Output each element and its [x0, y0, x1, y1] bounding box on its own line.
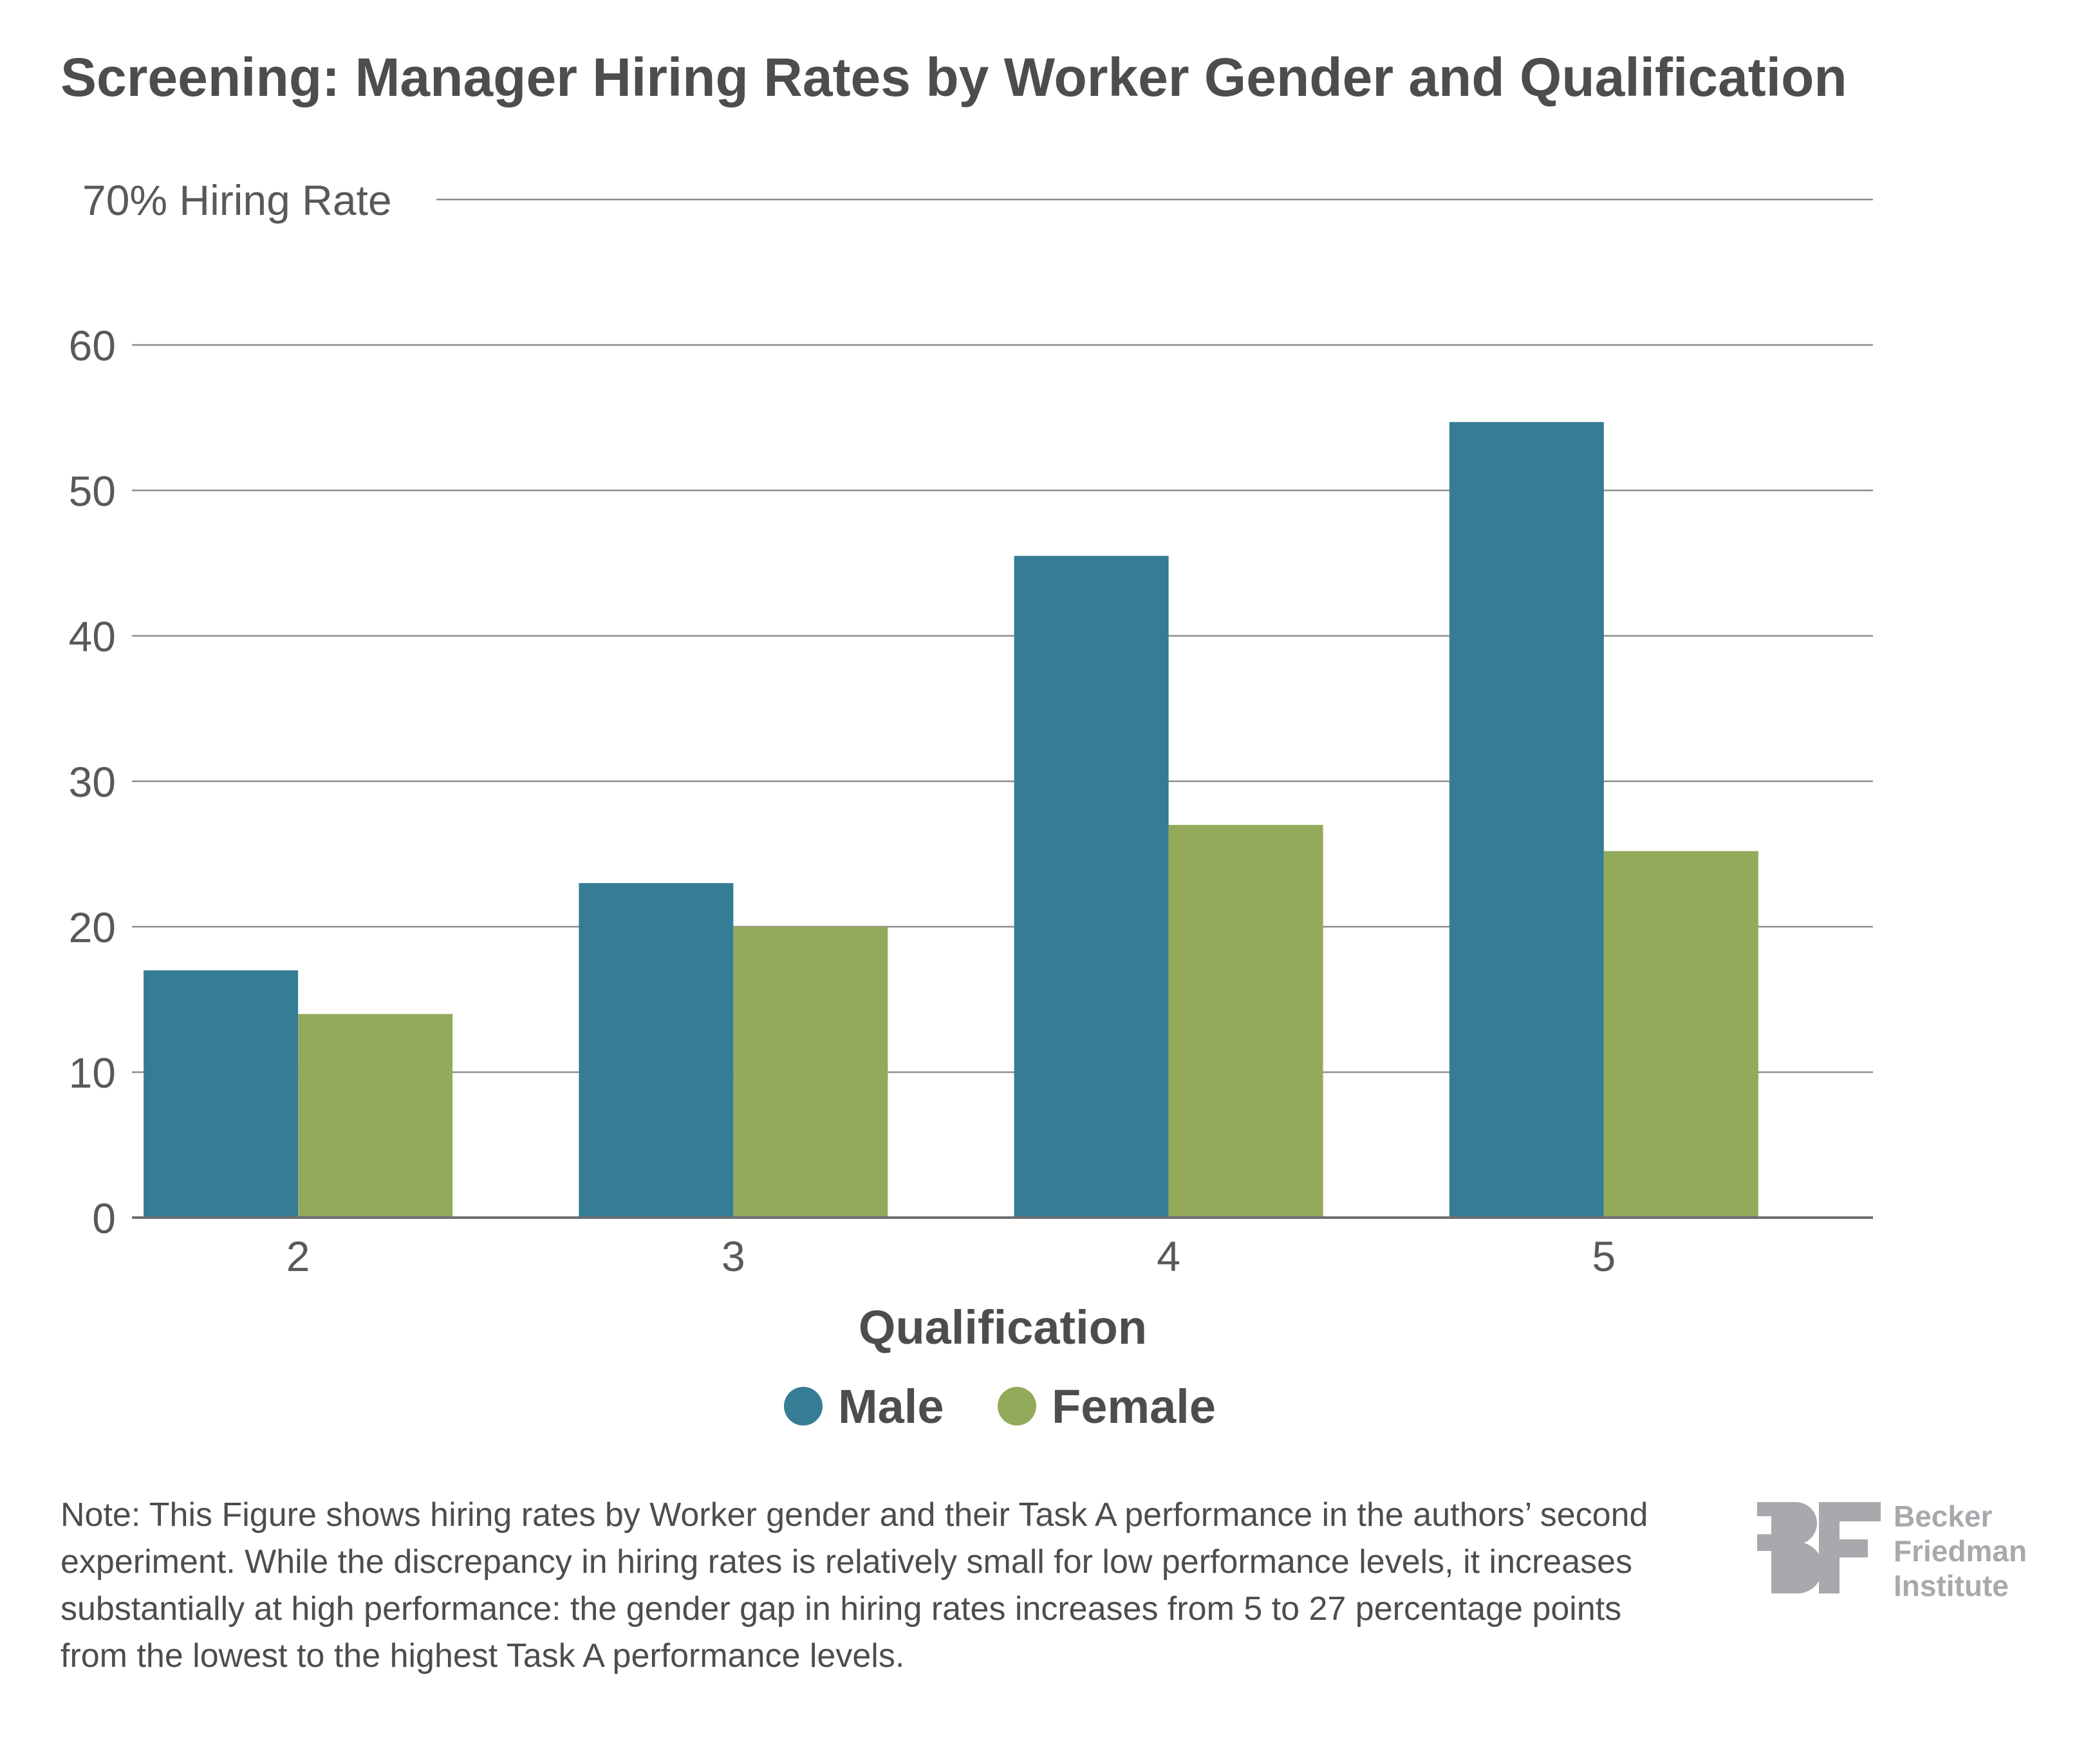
x-tick-label: 4	[1157, 1232, 1180, 1280]
bar-male-2	[144, 970, 299, 1218]
x-tick-label: 2	[286, 1232, 310, 1280]
bar-male-5	[1449, 422, 1604, 1218]
legend: Male Female	[784, 1380, 1216, 1433]
bar-male-4	[1014, 555, 1169, 1218]
x-axis-title: Qualification	[859, 1301, 1147, 1354]
logo-line-1: Becker	[1894, 1499, 1993, 1533]
y-tick-label: 20	[69, 904, 116, 951]
legend-swatch-male	[784, 1387, 823, 1425]
y-tick-labels: 0 10 20 30 40 50 60 70% Hiring Rate	[69, 176, 392, 1242]
bar-female-4	[1168, 824, 1323, 1218]
y-tick-label: 30	[69, 758, 116, 806]
x-tick-label: 5	[1592, 1232, 1616, 1280]
y-tick-label: 40	[69, 613, 116, 660]
logo-line-2: Friedman	[1894, 1534, 2027, 1568]
y-tick-label: 50	[69, 467, 116, 515]
y-tick-label: 10	[69, 1049, 116, 1097]
bar-female-5	[1603, 851, 1758, 1218]
legend-label-male: Male	[838, 1380, 944, 1433]
bar-female-2	[298, 1014, 453, 1218]
bf-monogram-icon	[1757, 1502, 1881, 1593]
y-tick-label: 0	[92, 1194, 116, 1242]
x-tick-label: 3	[722, 1232, 745, 1280]
becker-friedman-logo: Becker Friedman Institute	[1757, 1499, 2027, 1602]
bar-female-3	[733, 927, 888, 1218]
x-tick-labels: 2 3 4 5	[286, 1232, 1616, 1280]
chart-title: Screening: Manager Hiring Rates by Worke…	[61, 47, 1847, 107]
bars	[144, 422, 1758, 1218]
legend-swatch-female	[998, 1387, 1036, 1425]
bar-male-3	[579, 883, 734, 1218]
y-tick-label: 70% Hiring Rate	[82, 176, 392, 224]
figure-note: Note: This Figure shows hiring rates by …	[61, 1496, 1648, 1675]
logo-line-3: Institute	[1894, 1569, 2009, 1602]
y-tick-label: 60	[69, 322, 116, 369]
legend-label-female: Female	[1052, 1380, 1216, 1433]
